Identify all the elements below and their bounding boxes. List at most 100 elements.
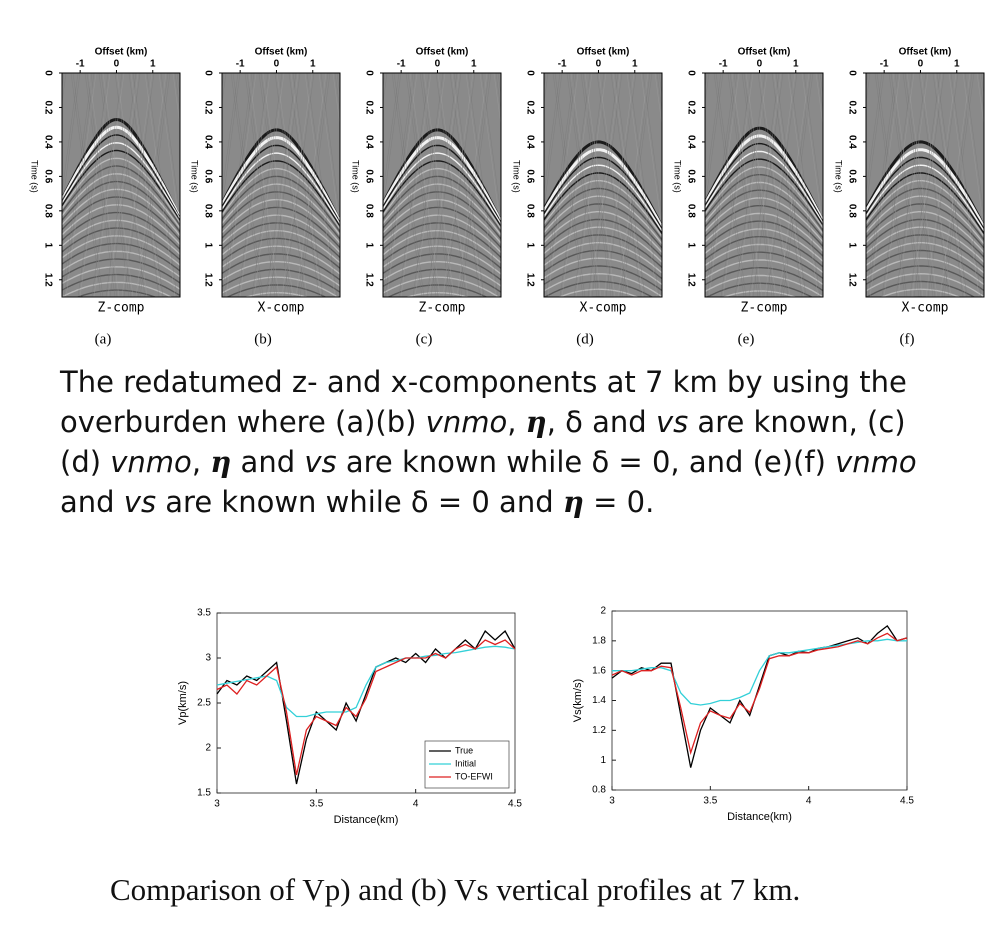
noise <box>297 73 329 297</box>
panel-tag: (a) <box>95 331 112 347</box>
component-label: Z-comp <box>419 301 466 316</box>
noise <box>246 73 278 297</box>
time-tick-label: 1 <box>685 243 696 249</box>
noise <box>72 73 104 297</box>
noise <box>911 73 943 297</box>
noise <box>568 73 600 297</box>
series-line <box>611 632 908 756</box>
noise <box>265 73 297 297</box>
noise <box>883 73 915 297</box>
time-tick-label: 0.8 <box>524 204 535 218</box>
event <box>222 268 340 293</box>
x-tick-label: 4.5 <box>508 799 522 810</box>
noise <box>948 73 980 297</box>
x-tick-label: 4.5 <box>900 796 914 807</box>
offset-label: Offset (km) <box>416 47 469 58</box>
time-tick-label: 0 <box>42 70 53 76</box>
event <box>866 203 984 249</box>
noise <box>605 73 637 297</box>
event <box>379 316 501 332</box>
y-tick-label: 3 <box>205 653 211 664</box>
time-tick-label: 0.6 <box>42 169 53 183</box>
noise <box>941 73 973 297</box>
time-tick-label: 0.8 <box>42 204 53 218</box>
noise <box>86 73 118 297</box>
noise <box>437 73 469 297</box>
noise <box>895 73 927 297</box>
noise <box>866 73 885 210</box>
noise <box>481 73 501 218</box>
time-tick-label: 0 <box>202 70 213 76</box>
noise <box>614 73 646 297</box>
event <box>383 167 501 230</box>
event <box>58 313 180 328</box>
noise <box>897 73 929 297</box>
y-tick-label: 2 <box>600 606 606 617</box>
time-label: Time (s) <box>351 160 361 193</box>
event <box>721 290 797 297</box>
noise <box>932 73 964 297</box>
noise <box>750 73 782 297</box>
noise <box>383 73 414 297</box>
y-tick-label: 2 <box>205 743 211 754</box>
event <box>544 218 662 258</box>
gather-image <box>218 73 340 339</box>
noise <box>815 73 823 128</box>
noise <box>654 73 662 128</box>
offset-tick-label: 1 <box>471 59 477 70</box>
noise <box>705 73 736 297</box>
time-label: Time (s) <box>30 160 40 193</box>
caption-run: η <box>562 485 584 519</box>
noise <box>906 73 938 297</box>
event <box>62 165 180 226</box>
time-tick-label: 0.6 <box>202 169 213 183</box>
gather-image <box>379 73 501 332</box>
panel-tag: (e) <box>738 331 755 347</box>
caption-bottom: Comparison of Vp) and (b) Vs vertical pr… <box>110 872 801 907</box>
offset-tick-label: -1 <box>397 59 406 70</box>
noise <box>292 73 324 297</box>
caption-run: vnmo <box>110 445 192 479</box>
noise <box>304 73 336 297</box>
panel-tag: (c) <box>416 331 433 347</box>
series-line <box>612 638 907 706</box>
noise <box>62 73 81 210</box>
noise <box>801 73 823 233</box>
time-tick-label: 0.2 <box>202 101 213 115</box>
event <box>62 235 180 266</box>
noise <box>757 73 789 297</box>
event <box>218 324 340 339</box>
time-tick-label: 1.2 <box>846 273 857 287</box>
time-tick-label: 0.8 <box>363 204 374 218</box>
offset-tick-label: 0 <box>114 59 120 70</box>
noise <box>65 73 97 297</box>
noise <box>172 73 180 128</box>
noise <box>642 73 662 218</box>
time-tick-label: 0 <box>846 70 857 76</box>
event <box>544 280 654 297</box>
event <box>705 205 823 247</box>
event <box>544 272 662 297</box>
x-tick-label: 3.5 <box>703 796 717 807</box>
event <box>383 144 501 224</box>
panel-tag: (b) <box>254 331 272 347</box>
noise <box>943 73 975 297</box>
event <box>866 148 984 229</box>
event <box>540 320 662 336</box>
event <box>540 328 662 343</box>
noise <box>222 73 241 210</box>
noise <box>253 73 285 297</box>
noise <box>332 73 340 128</box>
noise <box>386 73 418 297</box>
time-tick-label: 1 <box>202 243 213 249</box>
noise <box>780 73 812 297</box>
event <box>866 265 984 292</box>
noise <box>789 73 821 297</box>
legend-label: Initial <box>455 758 476 768</box>
noise <box>580 73 612 297</box>
y-axis-label: Vs(km/s) <box>572 679 584 722</box>
noise <box>442 73 474 297</box>
time-label: Time (s) <box>512 160 522 193</box>
gather-frame <box>543 72 663 298</box>
noise <box>91 73 123 297</box>
